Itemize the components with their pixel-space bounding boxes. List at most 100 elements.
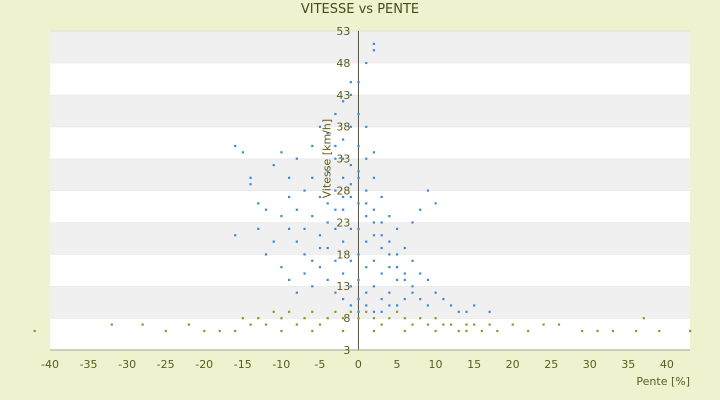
data-point-series-0	[473, 304, 476, 307]
y-tick-label: 43	[336, 89, 350, 102]
data-point-series-1	[342, 317, 345, 320]
data-point-series-1	[581, 329, 584, 333]
data-point-series-1	[326, 317, 329, 320]
data-point-series-0	[434, 202, 437, 205]
data-point-series-0	[357, 227, 360, 230]
x-tick-label: -15	[234, 358, 252, 371]
plot-band	[50, 62, 690, 95]
data-point-series-1	[257, 317, 260, 320]
data-point-series-1	[311, 329, 314, 333]
data-point-series-0	[280, 215, 283, 218]
data-point-series-0	[365, 304, 368, 307]
data-point-series-0	[380, 246, 383, 250]
data-point-series-0	[249, 176, 252, 179]
data-point-series-0	[426, 189, 430, 192]
data-point-series-1	[249, 323, 252, 326]
data-point-series-0	[295, 291, 298, 294]
data-point-series-1	[334, 310, 337, 313]
data-point-series-1	[372, 317, 376, 320]
data-point-series-1	[234, 329, 237, 333]
data-point-series-0	[403, 297, 406, 301]
data-point-series-0	[349, 163, 352, 167]
plot-band	[50, 126, 690, 159]
data-point-series-1	[449, 323, 453, 326]
data-point-series-0	[403, 278, 406, 282]
data-point-series-0	[318, 266, 322, 269]
data-point-series-0	[257, 202, 260, 205]
data-point-series-1	[33, 329, 36, 333]
data-point-series-0	[311, 259, 314, 262]
data-point-series-0	[365, 189, 368, 192]
data-point-series-0	[465, 310, 468, 313]
data-point-series-0	[342, 195, 345, 199]
data-point-series-0	[419, 297, 422, 301]
data-point-series-0	[272, 163, 275, 167]
data-point-series-0	[411, 259, 414, 262]
x-tick-labels: -40 -35 -30 -25 -20 -15 -10 -5 0 5 10 15 20 25 30 35 40	[41, 358, 674, 371]
data-point-series-0	[349, 304, 352, 307]
data-point-series-0	[264, 253, 268, 256]
data-point-series-0	[349, 259, 352, 262]
data-point-series-0	[349, 81, 352, 84]
data-point-series-0	[388, 215, 391, 218]
data-point-series-0	[372, 221, 376, 224]
plot-band	[50, 94, 690, 127]
data-point-series-0	[372, 259, 376, 262]
data-points	[33, 42, 692, 333]
data-point-series-0	[403, 272, 406, 275]
data-point-series-0	[372, 151, 376, 154]
data-point-series-0	[357, 297, 360, 301]
data-point-series-1	[511, 323, 514, 326]
data-point-series-0	[318, 195, 322, 199]
data-point-series-0	[457, 310, 460, 313]
y-tick-label: 53	[336, 25, 350, 38]
data-point-series-1	[527, 329, 530, 333]
plot-band	[50, 222, 690, 255]
data-point-series-0	[388, 253, 391, 256]
data-point-series-0	[241, 151, 244, 154]
data-point-series-0	[311, 144, 314, 148]
data-point-series-0	[365, 157, 368, 160]
data-point-series-0	[372, 49, 376, 52]
y-tick-label: 33	[336, 153, 350, 166]
data-point-series-1	[395, 310, 399, 313]
y-tick-label: 8	[343, 312, 350, 325]
data-point-series-0	[288, 195, 291, 199]
data-point-series-0	[372, 310, 376, 313]
data-point-series-0	[449, 304, 453, 307]
data-point-series-0	[280, 266, 283, 269]
x-tick-label: 0	[355, 358, 362, 371]
data-point-series-0	[349, 125, 352, 128]
plot-band	[50, 286, 690, 319]
x-axis-label: Pente [%]	[636, 375, 690, 388]
data-point-series-0	[434, 291, 437, 294]
x-tick-label: -35	[80, 358, 98, 371]
y-tick-label: 38	[336, 121, 350, 134]
data-point-series-0	[295, 208, 298, 211]
data-point-series-1	[442, 323, 445, 326]
data-point-series-0	[357, 202, 360, 205]
y-tick-label: 48	[336, 57, 350, 70]
data-point-series-0	[388, 240, 391, 243]
y-axis-label: Vitesse [km/h]	[320, 119, 333, 199]
data-point-series-0	[326, 278, 329, 282]
plot-bands	[50, 30, 690, 350]
data-point-series-1	[380, 323, 383, 326]
data-point-series-1	[611, 329, 615, 333]
plot-band	[50, 254, 690, 287]
y-tick-label: 13	[336, 280, 350, 293]
data-point-series-0	[365, 266, 368, 269]
data-point-series-0	[318, 246, 322, 250]
data-point-series-0	[272, 240, 275, 243]
data-point-series-0	[380, 195, 383, 199]
data-point-series-0	[264, 208, 268, 211]
data-point-series-1	[280, 329, 283, 333]
data-point-series-0	[349, 227, 352, 230]
data-point-series-1	[480, 329, 484, 333]
data-point-series-1	[596, 329, 599, 333]
data-point-series-0	[411, 285, 414, 288]
x-tick-label: 25	[544, 358, 558, 371]
